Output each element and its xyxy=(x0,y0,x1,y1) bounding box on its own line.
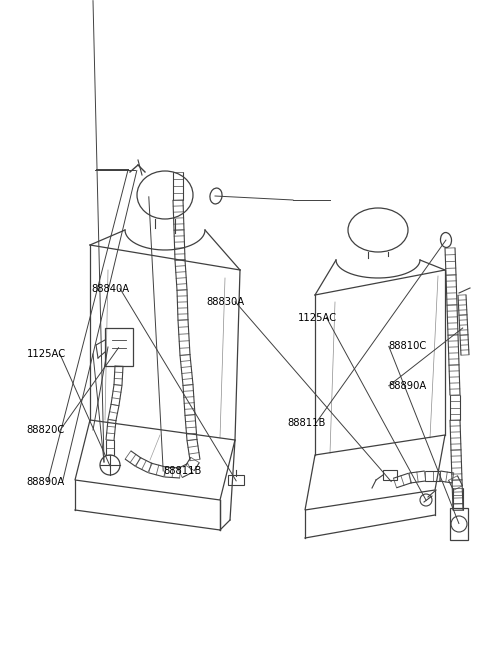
Text: 88811B: 88811B xyxy=(163,466,202,476)
Text: 88820C: 88820C xyxy=(26,425,65,436)
Bar xyxy=(228,475,244,485)
Text: 88890A: 88890A xyxy=(26,477,65,487)
Bar xyxy=(450,508,468,540)
Text: 88840A: 88840A xyxy=(91,283,129,294)
Text: 88810C: 88810C xyxy=(389,341,427,352)
Text: 88890A: 88890A xyxy=(389,380,427,391)
Text: 88811B: 88811B xyxy=(287,418,325,428)
Bar xyxy=(105,328,133,366)
Text: 1125AC: 1125AC xyxy=(298,312,337,323)
Text: 1125AC: 1125AC xyxy=(26,349,66,359)
Text: 88830A: 88830A xyxy=(206,297,244,307)
Bar xyxy=(383,470,397,480)
